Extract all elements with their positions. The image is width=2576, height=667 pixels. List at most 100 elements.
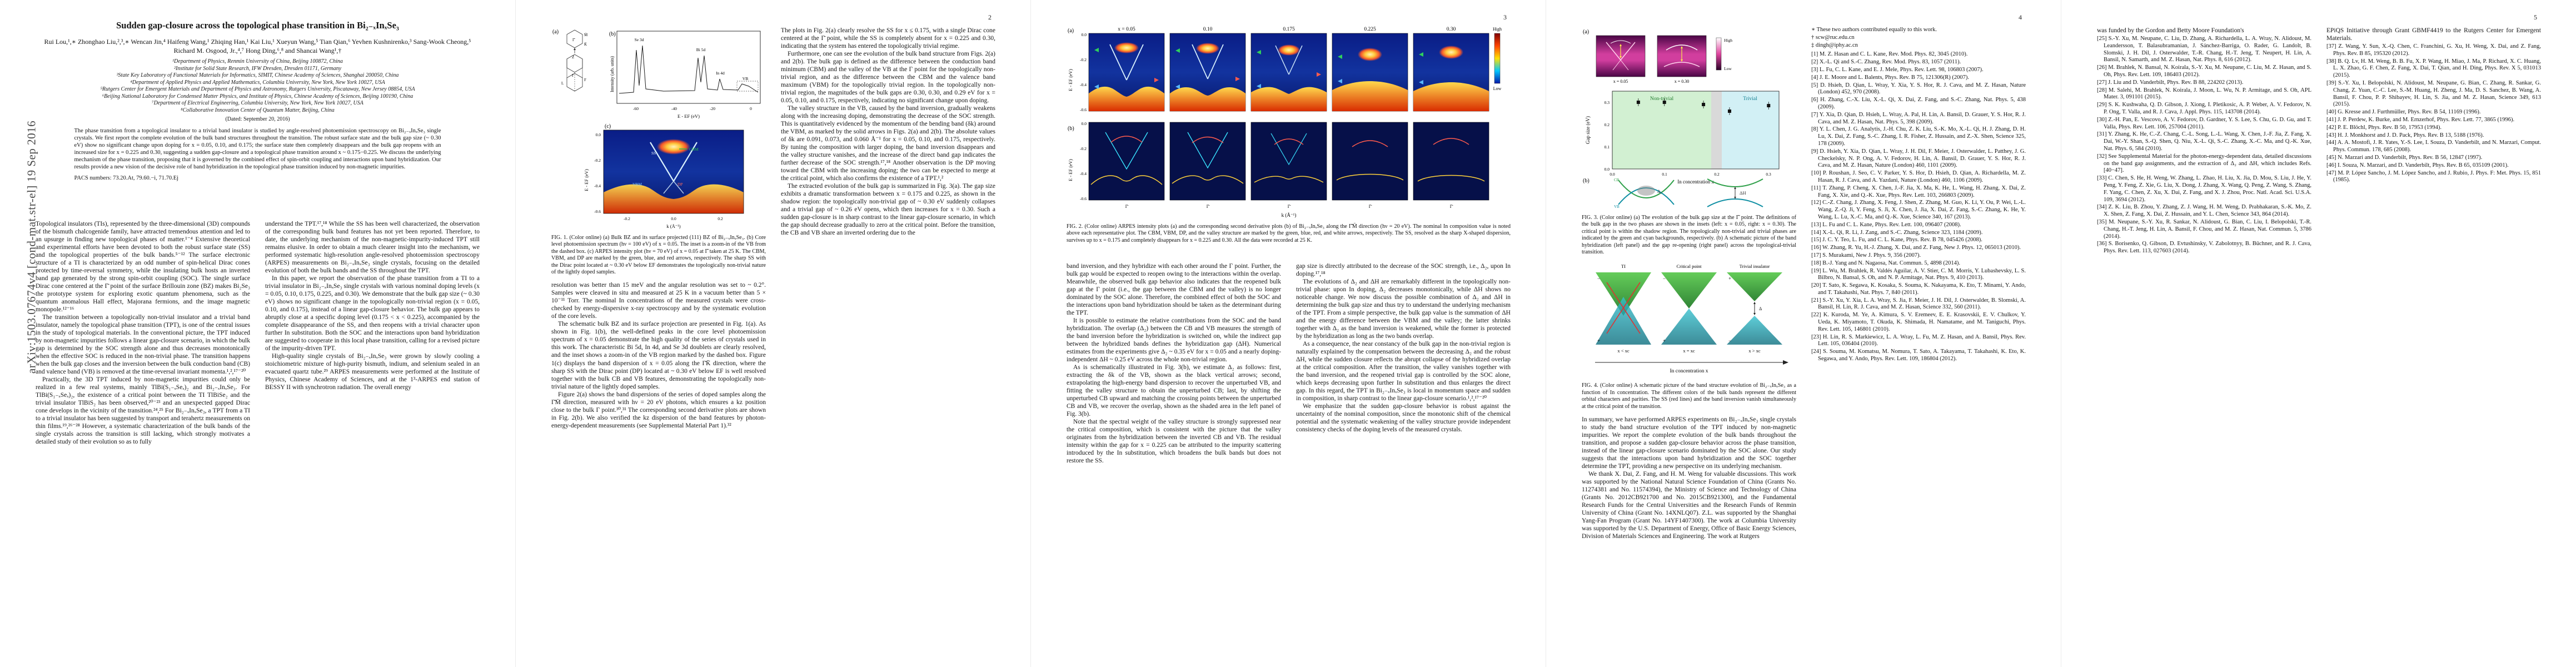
body-paragraph: As a consequence, the near constancy of … [1296,341,1511,402]
core-bi5d-label: Bi 5d [696,47,706,52]
tick-label: 0.1 [1662,172,1667,177]
body-paragraph: The plots in Fig. 2(a) clearly resolve t… [781,27,995,50]
fig1-panel-a-label: (a) [552,29,559,35]
tick-label: -0.6 [594,209,601,214]
reference-item: [30] Z.-H. Pan, E. Vescovo, A. V. Fedoro… [2097,116,2311,130]
reference-item: [41] J. P. Perdew, K. Burke, and M. Ernz… [2326,117,2515,123]
parity-label: + [1663,338,1666,344]
page3-col2-text: gap size is directly attributed to the d… [1296,262,1511,434]
figure-1-graphic: (a) Γ̄ M̄ K̄ Z [552,29,761,229]
second-derivative-panel-x0225 [1332,122,1408,201]
core-vb-label: VB [743,76,748,81]
page5-right-column: EPiQS Initiative through Grant GBMF4419 … [2326,27,2541,257]
page-number: 5 [2534,13,2537,21]
cb-label: CB [1614,178,1620,182]
tick-label: 0.1 [1605,145,1610,150]
band-schematic-inverted: − + [1596,272,1651,345]
figure-4-graphic: TI Critical point Trivial insulator − + … [1595,263,1788,374]
intensity-axis-label: Intensity (arb. units) [610,56,615,92]
vb-label: VB [1614,205,1620,209]
parity-label: − [1597,276,1600,281]
fig2-row-a-label: (a) [1068,28,1074,34]
band-schematic-trivial: Δ + − [1727,272,1782,345]
body-paragraph: In summary, we have performed ARPES expe… [1582,416,1796,470]
fig1-panel-c-label: (c) [605,123,611,130]
paper-header: Sudden gap-closure across the topologica… [36,20,480,181]
gap-evolution-plot: Non-trivial Trivial 0.0 0.1 0.2 0.3 0.0 … [1585,91,1780,185]
reference-list: [25] S.-Y. Xu, M. Neupane, C. Liu, D. Zh… [2097,36,2311,255]
gamma-tick-label: Γ̄ [1125,204,1129,209]
acknowledgment-continuation: EPiQS Initiative through Grant GBMF4419 … [2326,27,2541,42]
energy-axis-label: E - EF (eV) [584,169,589,191]
reference-item: [3] L. Fu, C. L. Kane, and E. J. Mele, P… [1811,66,1984,73]
fig3-panel-b-label: (b) [1583,178,1590,184]
body-paragraph: High-quality single crystals of Bi₂₋ₓInₓ… [265,353,480,391]
body-paragraph: We thank X. Dai, Z. Fang, and H. M. Weng… [1582,471,1796,540]
reference-item: [34] Z. K. Liu, B. Zhou, Y. Zhang, Z. J.… [2097,204,2311,218]
page1-col1-text: Topological insulators (TIs), represente… [36,220,250,446]
conduction-band-pocket [657,139,690,155]
tick-label: -0.6 [1080,196,1087,201]
page1-left-column: Topological insulators (TIs), represente… [36,220,250,446]
tick-label: -40 [671,106,677,111]
intensity-colorbar: High Low [1493,27,1502,91]
fig1-bz-l-label: L [561,81,564,86]
gap-data-points [1636,98,1771,115]
core-se3d-label: Se 3d [635,37,644,42]
colorbar-low-label: Low [1493,86,1502,91]
fig4-regime-label: x < xc [1617,348,1630,354]
fig1-bz-f-label: F [584,78,586,82]
reference-item: [26] M. Brahlek, N. Bansal, N. Koirala, … [2097,64,2311,78]
axis-arrowhead [1783,360,1788,365]
reference-item: [14] X.-L. Qi, R. Li, J. Zang, and S.-C.… [1811,229,1983,236]
reference-item: [5] D. Hsieh, D. Qian, L. Wray, Y. Xia, … [1811,82,2026,96]
inset-colorbar: High Low [1716,37,1732,71]
tick-label: -0.2 [594,158,601,163]
parity-label: − [1728,338,1731,344]
fig1-arpes-panel: CBM DP VBM SS 0.0 -0.2 -0.4 -0.6 -0.2 0.… [594,130,744,229]
affiliation-line: ¹Department of Physics, Renmin Universit… [172,58,343,64]
affiliations: ¹Department of Physics, Renmin Universit… [36,58,480,114]
fig4-regime-label: x = xc [1683,348,1695,354]
page4-left-column: (a) x = 0.05 [1582,27,1796,540]
page-number: 4 [2019,13,2022,21]
tick-label: -60 [633,106,639,111]
page2-right-column: The plots in Fig. 2(a) clearly resolve t… [781,27,995,430]
reference-list: [1] M. Z. Hasan and C. L. Kane, Rev. Mod… [1811,51,2026,362]
reference-item: [47] M. P. López Sancho, J. M. López San… [2326,170,2541,183]
reference-list: [37] Z. Wang, Y. Sun, X.-Q. Chen, C. Fra… [2326,43,2541,184]
fig4-phase-label: Critical point [1676,263,1702,269]
fig3-inset-right-label: x = 0.30 [1675,79,1690,84]
colorbar-high-label: High [1724,38,1732,43]
concentration-axis-label: In concentration x [1677,179,1714,185]
reference-item: [25] S.-Y. Xu, M. Neupane, C. Liu, D. Zh… [2097,36,2311,63]
affiliation-line: ⁸Collaborative Innovation Center of Quan… [181,107,335,113]
footnote-item: ∗ These two authors contributed equally … [1811,27,1937,33]
affiliation-line: ³State Key Laboratory of Functional Mate… [116,72,399,78]
reference-item: [38] B. Q. Lv, H. M. Weng, B. B. Fu, X. … [2326,58,2541,79]
second-derivative-panel-x005 [1088,122,1165,201]
reference-item: [44] A. A. Mostofi, J. R. Yates, Y.-S. L… [2326,140,2541,153]
reference-item: [24] S. Souma, M. Komatsu, M. Nomura, T.… [1811,349,2026,362]
reference-item: [37] Z. Wang, Y. Sun, X.-Q. Chen, C. Fra… [2326,43,2541,57]
second-derivative-panel-x010 [1169,122,1246,201]
reference-item: [1] M. Z. Hasan and C. L. Kane, Rev. Mod… [1811,51,1968,58]
page-number: 3 [1503,13,1507,21]
body-paragraph: Figure 2(a) shows the band dispersions o… [551,391,766,429]
reference-item: [13] L. Fu and C. L. Kane, Phys. Rev. Le… [1811,221,1961,228]
energy-axis-label: E - EF (eV) [1068,69,1073,91]
arpes-panel-x010 [1169,33,1246,112]
footnote-list: ∗ These two authors contributed equally … [1811,27,2026,49]
paper-title: Sudden gap-closure across the topologica… [116,20,399,31]
body-paragraph: Furthermore, one can see the evolution o… [781,51,995,104]
colorbar-low-label: Low [1724,66,1732,71]
reference-item: [10] P. Roushan, J. Seo, C. V. Parker, Y… [1811,170,2026,183]
reference-item: [6] H. Zhang, C.-X. Liu, X.-L. Qi, X. Da… [1811,97,2026,110]
fig3-inset-trivial [1657,35,1707,77]
affiliation-line: ²Institute for Solid State Research, IFW… [173,65,342,72]
page4-columns: (a) x = 0.05 [1582,27,2026,540]
parity-label: + [1597,338,1600,344]
body-paragraph: We emphasize that the sudden gap-closure… [1296,403,1511,434]
momentum-axis-label: k (Å⁻¹) [666,223,680,229]
tick-label: 0.0 [596,132,601,137]
